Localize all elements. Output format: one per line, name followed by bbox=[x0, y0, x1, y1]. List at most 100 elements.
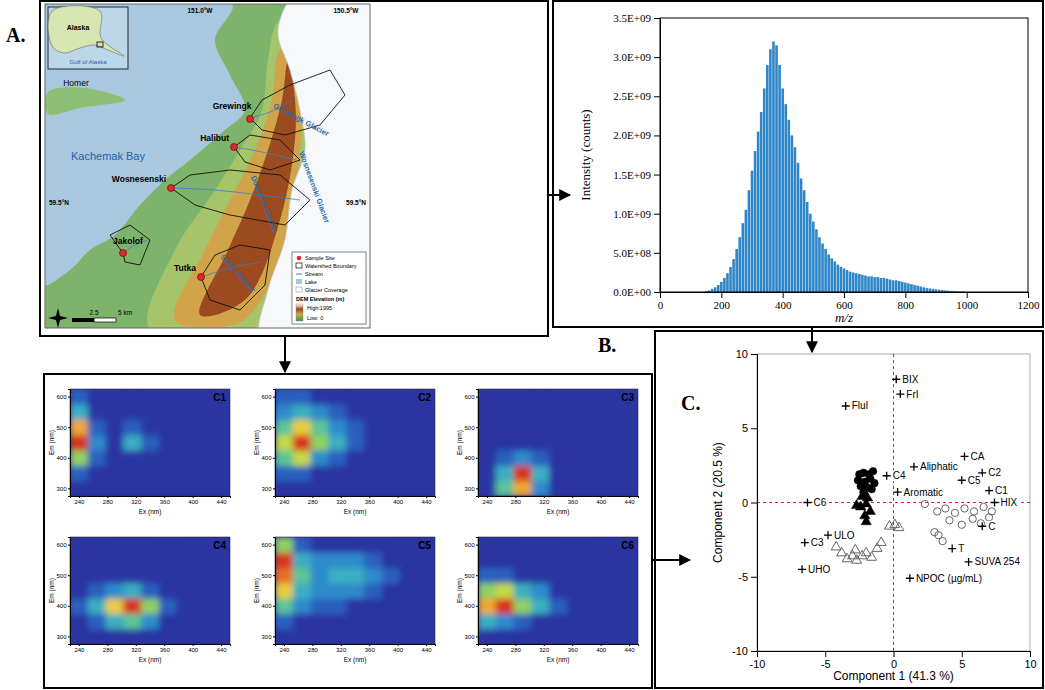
watershed-boundary bbox=[201, 245, 270, 310]
tick-mark bbox=[221, 496, 222, 498]
cell bbox=[194, 568, 212, 584]
bar bbox=[929, 288, 932, 292]
cell bbox=[106, 568, 124, 584]
cell bbox=[478, 583, 496, 599]
tick-mark bbox=[515, 496, 516, 498]
axis-title: Ex (nm) bbox=[344, 508, 367, 516]
axis: 240280320360400440 bbox=[71, 496, 231, 505]
tick: 400 bbox=[596, 496, 607, 505]
tick-label: 280 bbox=[308, 647, 319, 653]
cell bbox=[417, 552, 435, 568]
tick-mark bbox=[654, 214, 660, 215]
tick: 400 bbox=[393, 496, 404, 505]
point bbox=[868, 485, 876, 493]
cell bbox=[346, 629, 364, 644]
cell bbox=[177, 404, 195, 420]
cell bbox=[212, 629, 230, 644]
cell bbox=[549, 629, 567, 644]
tick-mark bbox=[476, 397, 478, 398]
point bbox=[969, 515, 976, 522]
tick-mark bbox=[783, 292, 784, 298]
tick-mark bbox=[654, 292, 660, 293]
cell bbox=[106, 404, 124, 420]
tick-label: -10 bbox=[750, 658, 766, 670]
cell bbox=[399, 389, 417, 405]
tick-mark bbox=[426, 644, 427, 646]
cell bbox=[212, 465, 230, 481]
tick: 1.5E+09 bbox=[613, 169, 660, 181]
bar bbox=[926, 288, 929, 292]
tick-label: 360 bbox=[568, 647, 579, 653]
cell bbox=[293, 389, 311, 405]
label-background bbox=[967, 475, 982, 486]
cell bbox=[328, 389, 346, 405]
tick-label: 5 bbox=[959, 658, 965, 670]
cell bbox=[399, 465, 417, 481]
cell bbox=[212, 404, 230, 420]
cell bbox=[328, 450, 346, 466]
cell bbox=[106, 552, 124, 568]
glacier-label: Doroshin Glacier bbox=[249, 174, 280, 233]
bar bbox=[834, 261, 837, 292]
cell bbox=[159, 465, 177, 481]
cell bbox=[123, 629, 141, 644]
tick-mark bbox=[79, 496, 80, 498]
cell bbox=[382, 404, 400, 420]
point-label: T bbox=[958, 543, 964, 554]
bar bbox=[751, 171, 754, 292]
chart: FluIBIXFrIAliphaticC4AromaticCAC2C5C1HIX… bbox=[711, 348, 1037, 683]
tick-label: 600 bbox=[261, 542, 272, 548]
cell bbox=[549, 568, 567, 584]
tick-label: 300 bbox=[56, 634, 67, 640]
tick-label: 0 bbox=[891, 658, 897, 670]
coordinate-label: 59.5°N bbox=[49, 199, 69, 206]
cell bbox=[478, 568, 496, 584]
point bbox=[951, 509, 958, 516]
watershed-boundary bbox=[171, 170, 310, 225]
label-background bbox=[957, 543, 965, 554]
cell bbox=[275, 583, 293, 599]
cell bbox=[346, 404, 364, 420]
sample-site bbox=[120, 250, 127, 257]
cell bbox=[311, 420, 329, 436]
bar bbox=[815, 229, 818, 292]
point bbox=[961, 505, 968, 512]
legend-label: Stream bbox=[305, 271, 323, 277]
tick-label: 600 bbox=[464, 394, 475, 400]
bar bbox=[735, 249, 738, 292]
point bbox=[894, 522, 904, 531]
cell bbox=[382, 583, 400, 599]
panel-frame bbox=[655, 331, 1043, 688]
label-background bbox=[974, 556, 1022, 567]
tick: 500 bbox=[261, 425, 275, 431]
tick-label: 240 bbox=[74, 499, 85, 505]
tick-mark bbox=[284, 496, 285, 498]
bar bbox=[726, 273, 729, 292]
cell bbox=[567, 465, 585, 481]
inset-label: Alaska bbox=[67, 24, 90, 31]
point-label: C2 bbox=[988, 467, 1001, 478]
tick: -5 bbox=[738, 571, 757, 583]
cell bbox=[141, 583, 159, 599]
bar bbox=[876, 277, 879, 292]
tick-label: 800 bbox=[898, 299, 915, 311]
tick-label: 400 bbox=[596, 647, 607, 653]
cell bbox=[88, 583, 106, 599]
cell bbox=[70, 613, 88, 629]
point-label: FluI bbox=[852, 400, 869, 411]
plot-frame bbox=[478, 537, 638, 644]
cell bbox=[275, 435, 293, 451]
tick-label: 240 bbox=[279, 647, 290, 653]
cell bbox=[70, 568, 88, 584]
cell bbox=[275, 629, 293, 644]
tick: 1.0E+09 bbox=[613, 208, 660, 220]
sample-site bbox=[247, 116, 254, 123]
tick-label: 500 bbox=[464, 573, 475, 579]
cell bbox=[177, 389, 195, 405]
cell bbox=[212, 613, 230, 629]
bar bbox=[729, 267, 732, 292]
cell bbox=[328, 420, 346, 436]
cell bbox=[514, 613, 532, 629]
legend-label: Low: 0 bbox=[307, 315, 323, 321]
tick: 400 bbox=[464, 603, 478, 609]
